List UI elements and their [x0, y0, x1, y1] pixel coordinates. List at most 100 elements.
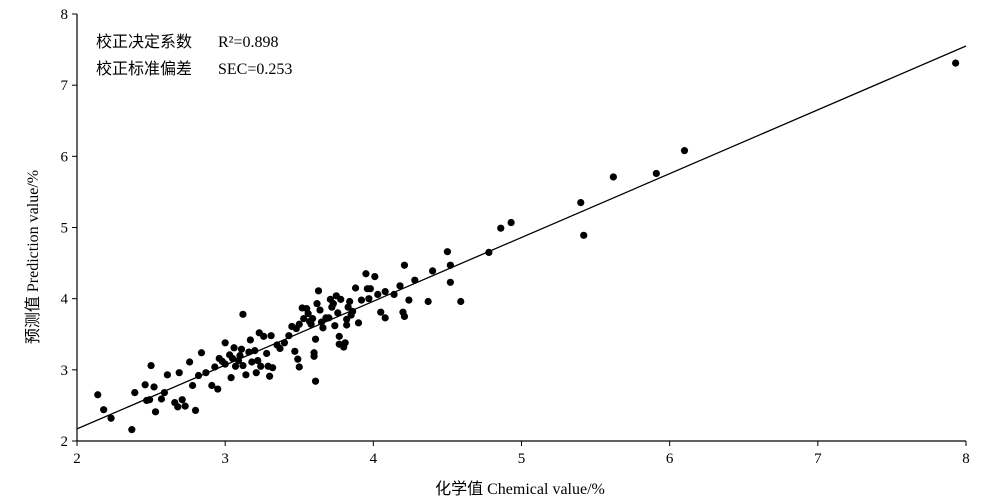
- data-point: [577, 198, 585, 207]
- data-point: [186, 358, 194, 366]
- data-point: [131, 389, 139, 397]
- data-point: [335, 332, 343, 340]
- data-point: [331, 322, 339, 330]
- data-point: [263, 349, 271, 358]
- data-point: [147, 361, 155, 370]
- data-point: [295, 320, 303, 328]
- data-point: [260, 332, 268, 340]
- data-point: [952, 59, 960, 67]
- data-point: [411, 276, 419, 284]
- data-point: [174, 403, 182, 411]
- data-point: [365, 295, 373, 303]
- data-point: [311, 377, 320, 385]
- x-tick-label: 3: [221, 451, 229, 467]
- data-point: [424, 297, 432, 306]
- data-point: [239, 310, 247, 318]
- data-point: [443, 248, 452, 256]
- data-point: [304, 310, 312, 318]
- data-point: [337, 295, 345, 303]
- data-point: [197, 349, 206, 357]
- data-point: [316, 306, 324, 314]
- data-point: [381, 314, 389, 322]
- data-point: [351, 284, 360, 292]
- data-point: [251, 347, 259, 355]
- data-point: [405, 296, 413, 304]
- data-point: [680, 147, 689, 155]
- data-point: [319, 324, 327, 332]
- data-point: [485, 248, 493, 257]
- data-point: [246, 336, 254, 344]
- data-point: [295, 363, 303, 371]
- data-point: [211, 363, 219, 371]
- axes: [72, 13, 967, 446]
- data-point: [294, 355, 302, 363]
- data-point: [221, 360, 229, 368]
- scatter-points: [94, 59, 960, 434]
- data-point: [362, 270, 370, 278]
- data-point: [146, 396, 154, 404]
- data-point: [285, 332, 293, 340]
- data-point: [348, 307, 357, 316]
- data-point: [377, 308, 385, 316]
- data-point: [267, 332, 275, 340]
- x-axis-title: 化学值 Chemical value/%: [435, 480, 605, 498]
- data-point: [245, 348, 253, 356]
- data-point: [652, 169, 660, 178]
- data-point: [343, 315, 351, 323]
- data-point: [280, 339, 289, 347]
- data-point: [446, 261, 454, 269]
- data-point: [400, 312, 409, 321]
- annotation-r2-label: 校正决定系数: [96, 33, 192, 51]
- y-tick-label: 2: [61, 434, 69, 450]
- y-tick-label: 8: [61, 7, 69, 23]
- data-point: [188, 381, 197, 390]
- x-tick-label: 8: [962, 451, 970, 467]
- y-tick-label: 5: [61, 221, 69, 237]
- data-point: [371, 273, 379, 281]
- data-point: [163, 371, 171, 379]
- data-point: [100, 406, 108, 414]
- x-tick-label: 4: [370, 451, 378, 467]
- data-point: [157, 395, 166, 403]
- data-point: [231, 362, 240, 370]
- data-point: [178, 396, 186, 404]
- data-point: [357, 296, 366, 304]
- data-point: [429, 267, 437, 275]
- x-tick-label: 7: [814, 451, 822, 467]
- data-point: [214, 385, 222, 393]
- data-point: [291, 347, 299, 355]
- x-tick-label: 6: [666, 451, 674, 467]
- x-tick-label: 5: [518, 451, 526, 467]
- data-point: [221, 339, 229, 347]
- data-point: [334, 309, 342, 317]
- data-point: [141, 381, 149, 389]
- data-point: [227, 374, 235, 382]
- data-point: [325, 314, 333, 322]
- data-point: [310, 352, 318, 360]
- data-point: [317, 318, 326, 326]
- fit-line-group: [76, 45, 967, 430]
- data-point: [107, 414, 115, 422]
- data-point: [191, 406, 200, 414]
- y-tick-label: 3: [61, 363, 69, 379]
- y-tick-label: 7: [61, 78, 69, 94]
- data-point: [254, 356, 262, 365]
- data-point: [208, 381, 216, 390]
- data-point: [257, 362, 265, 370]
- data-point: [344, 303, 352, 311]
- data-point: [354, 319, 363, 327]
- data-point: [580, 231, 588, 239]
- data-point: [366, 285, 374, 293]
- data-point: [497, 224, 505, 232]
- data-point: [228, 354, 237, 363]
- data-point: [446, 278, 454, 286]
- data-point: [457, 297, 465, 306]
- annotation-sec-value: SEC=0.253: [218, 61, 292, 78]
- data-point: [175, 369, 183, 377]
- data-point: [308, 314, 317, 323]
- annotation-r2-value: R²=0.898: [218, 34, 279, 51]
- data-point: [151, 408, 160, 416]
- data-point: [314, 287, 323, 295]
- data-point: [94, 391, 102, 399]
